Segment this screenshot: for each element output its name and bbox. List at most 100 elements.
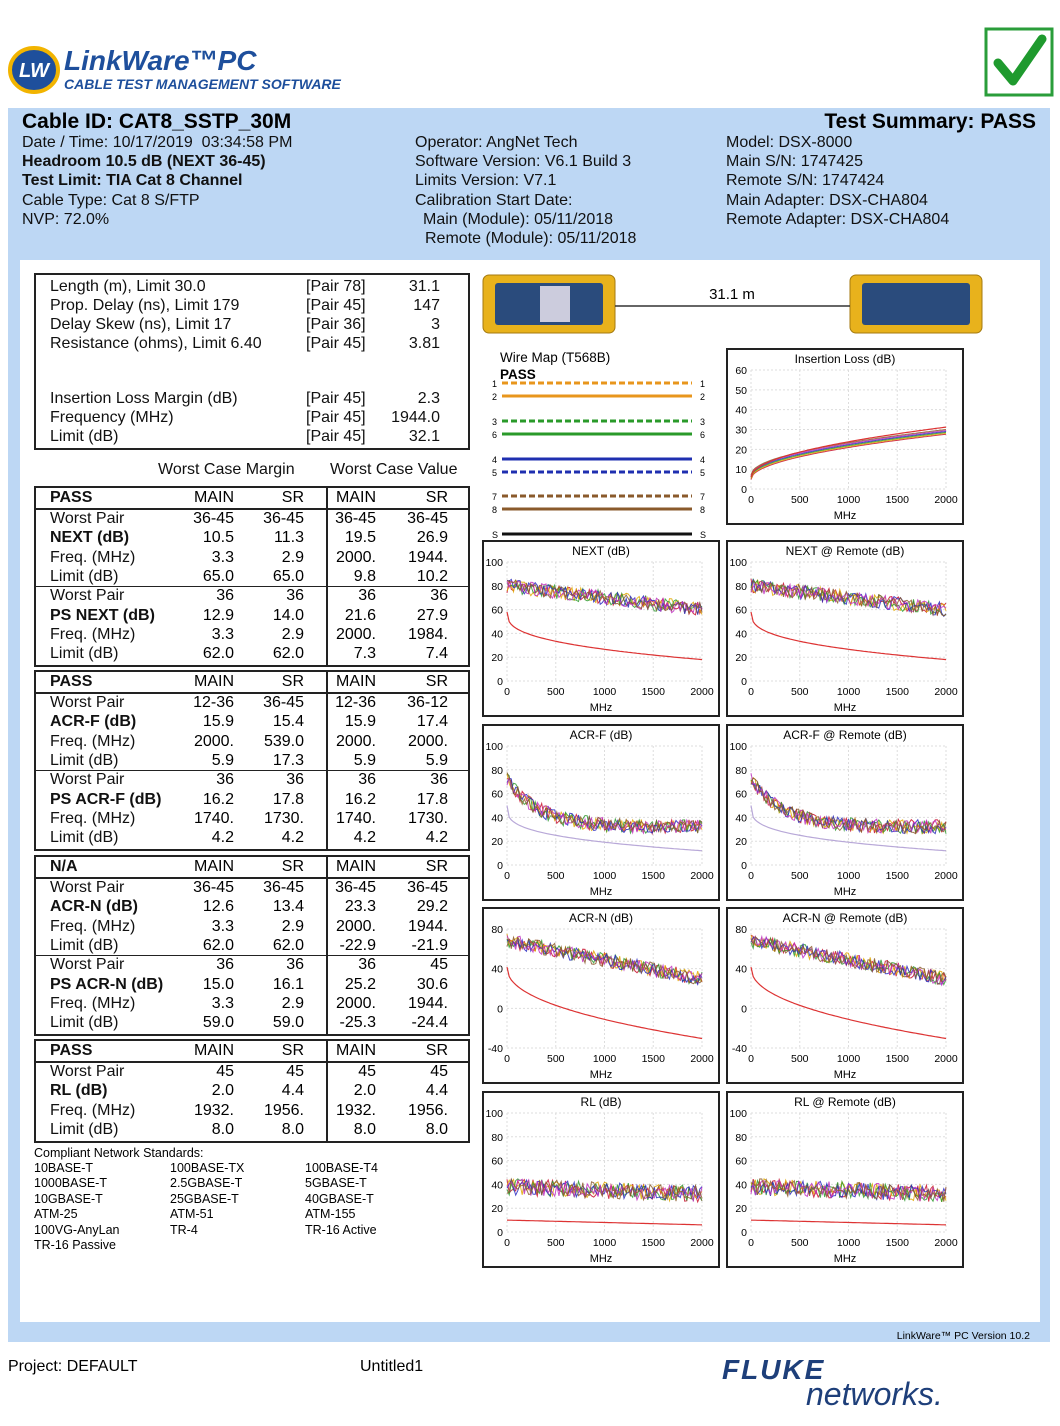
result-label: Frequency (MHz): [50, 409, 174, 426]
standard: 100VG-AnyLan: [34, 1222, 120, 1237]
row-label: Limit (dB): [50, 829, 119, 847]
y-tick-label: 80: [491, 1132, 503, 1144]
y-tick-label: 0: [741, 1227, 747, 1239]
x-axis-label: MHz: [834, 1253, 857, 1265]
x-tick-label: 1500: [886, 686, 910, 698]
link-length: 31.1 m: [709, 286, 755, 303]
result-label: Resistance (ohms), Limit 6.40: [50, 335, 262, 352]
trace: [750, 777, 947, 835]
x-tick-label: 0: [504, 1237, 510, 1249]
x-tick-label: 0: [748, 1053, 754, 1065]
block-divider: [326, 857, 328, 1035]
trace: [750, 936, 947, 986]
row-label: Limit (dB): [50, 751, 119, 769]
trace: [750, 783, 947, 835]
y-tick-label: 20: [735, 652, 747, 664]
trace: [506, 1177, 703, 1202]
summary-line: Date / Time: 10/17/2019 03:34:58 PM: [22, 134, 293, 151]
graph-frame: [482, 907, 720, 1084]
row-value: 36-45: [335, 510, 376, 527]
graph-frame: [726, 724, 964, 901]
row-value: 8.0: [281, 1120, 304, 1138]
graph-title: ACR-N (dB): [569, 911, 633, 925]
trace: [506, 935, 703, 985]
row-value: 17.3: [272, 751, 304, 769]
x-axis-label: MHz: [590, 1253, 613, 1265]
row-value: 19.5: [344, 529, 376, 547]
y-tick-label: 80: [735, 1132, 747, 1144]
header-rule: [36, 508, 468, 510]
row-value: 5.9: [425, 751, 448, 769]
standards: Compliant Network Standards: 10BASE-T 100B…: [34, 1146, 474, 1266]
standard: ATM-155: [305, 1207, 356, 1222]
row-value: -21.9: [411, 936, 448, 954]
row-value: 2.9: [281, 625, 304, 643]
pin-right: S: [700, 530, 706, 540]
column-header: MAIN: [336, 858, 376, 875]
y-tick-label: 0: [741, 1003, 747, 1015]
results-box: Length (m), Limit 30.0 [Pair 78] 31.1 Prop.…: [34, 273, 470, 450]
group-rule: [36, 586, 468, 588]
row-value: 4.2: [281, 829, 304, 847]
x-tick-label: 2000: [934, 870, 958, 882]
logo-mark: LW: [19, 60, 51, 82]
row-value: 2.9: [281, 917, 304, 935]
result-value: 31.1: [408, 278, 440, 295]
row-value: 21.6: [344, 606, 376, 624]
x-tick-label: 500: [547, 686, 565, 698]
limit-line: [506, 1219, 703, 1226]
row-value: 7.3: [353, 645, 376, 663]
y-tick-label: 20: [491, 1203, 503, 1215]
group-rule: [36, 770, 468, 772]
result-value: 32.1: [408, 428, 440, 445]
x-tick-label: 1500: [886, 494, 910, 506]
trace: [506, 579, 703, 616]
row-value: 36-45: [263, 879, 304, 896]
wire-map-result: PASS: [500, 367, 536, 382]
x-tick-label: 500: [791, 1237, 809, 1249]
trace: [750, 1179, 947, 1201]
trace: [506, 1178, 703, 1201]
row-value: 8.0: [425, 1120, 448, 1138]
column-header: SR: [281, 858, 304, 875]
trace: [506, 1178, 703, 1203]
y-tick-label: 60: [735, 789, 747, 801]
row-value: 2.9: [281, 994, 304, 1012]
row-value: 2000.: [407, 732, 448, 750]
x-tick-label: 500: [547, 1053, 565, 1065]
x-tick-label: 0: [748, 1237, 754, 1249]
row-value: 1740.: [335, 809, 376, 827]
result-pair: [Pair 36]: [306, 316, 366, 333]
trace: [506, 777, 703, 835]
graph: Insertion Loss (dB) 0 10 20 30 40 50 60 0 500 1000…: [726, 348, 964, 525]
row-value: 1984.: [407, 625, 448, 643]
x-axis-label: MHz: [834, 702, 857, 714]
row-value: 62.0: [272, 645, 304, 663]
y-tick-label: 20: [735, 836, 747, 848]
row-value: 1740.: [193, 809, 234, 827]
row-label: Limit (dB): [50, 936, 119, 954]
header-rule: [36, 1061, 468, 1063]
column-header: SR: [281, 489, 304, 506]
result-label: Limit (dB): [50, 428, 119, 445]
x-axis-label: MHz: [590, 886, 613, 898]
row-value: 539.0: [263, 732, 304, 750]
result-label: Prop. Delay (ns), Limit 179: [50, 297, 240, 314]
row-value: -22.9: [339, 936, 376, 954]
x-tick-label: 0: [748, 870, 754, 882]
row-value: 36-45: [263, 510, 304, 527]
row-label: Limit (dB): [50, 1014, 119, 1032]
standard: ATM-25: [34, 1207, 78, 1222]
y-tick-label: 40: [735, 628, 747, 640]
row-label: Freq. (MHz): [50, 1101, 136, 1119]
result-value: 147: [413, 297, 440, 314]
y-tick-label: 40: [735, 405, 747, 417]
pin-left: S: [492, 530, 498, 540]
wire-map-title: Wire Map (T568B): [500, 350, 610, 365]
y-tick-label: 100: [485, 1108, 503, 1120]
y-tick-label: 60: [735, 605, 747, 617]
x-tick-label: 500: [791, 686, 809, 698]
pin-right: 1: [700, 379, 705, 389]
x-tick-label: 1000: [837, 1237, 861, 1249]
y-tick-label: 60: [735, 365, 747, 377]
